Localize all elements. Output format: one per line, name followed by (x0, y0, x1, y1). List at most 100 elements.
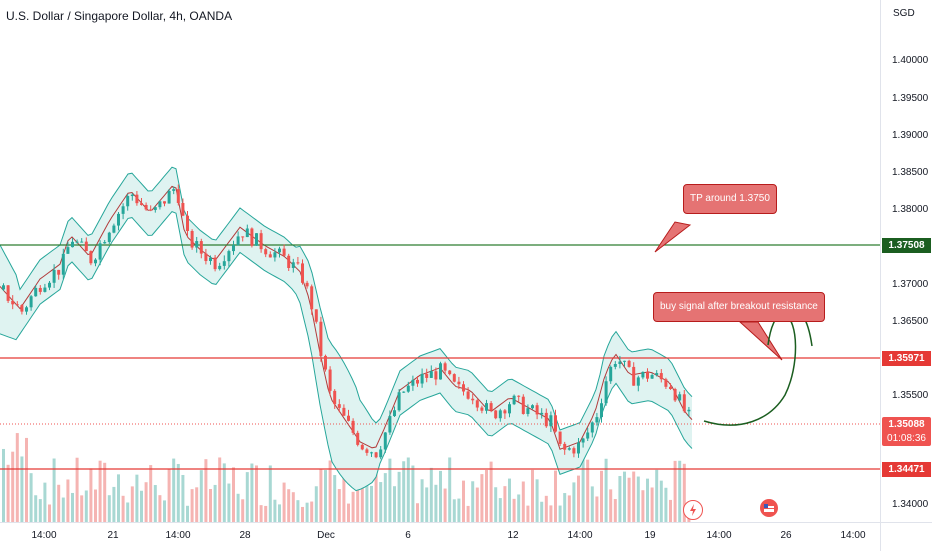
candle-body (2, 285, 5, 290)
candle-body (264, 249, 268, 255)
currency-label: SGD (893, 8, 915, 19)
volume-bar (641, 490, 645, 522)
volume-bar (646, 478, 649, 522)
volume-bar (213, 484, 217, 522)
candle-body (29, 296, 33, 308)
candle-body (66, 247, 70, 254)
candle-body (659, 373, 663, 380)
chart-canvas[interactable] (0, 0, 880, 522)
volume-bar (245, 472, 249, 522)
candle-body (255, 233, 258, 246)
economic-event-flag-icon[interactable] (760, 499, 778, 517)
volume-bar (613, 499, 617, 522)
volume-bar (521, 481, 525, 522)
volume-bar (650, 487, 654, 522)
volume-bar (462, 480, 465, 522)
candle-body (250, 228, 254, 246)
volume-bar (370, 485, 373, 522)
candle-body (498, 410, 502, 419)
buy-signal-annotation[interactable]: buy signal after breakout resistance (653, 292, 825, 322)
candle-body (287, 255, 291, 268)
candle-body (577, 442, 580, 454)
volume-bar (333, 475, 337, 522)
candle-body (144, 204, 148, 210)
candle-body (503, 410, 507, 414)
candle-body (232, 245, 235, 252)
candle-body (374, 452, 378, 458)
chart-area[interactable] (0, 0, 880, 522)
volume-bar (163, 500, 166, 522)
volume-bar (296, 500, 300, 522)
candle-body (94, 259, 97, 264)
candle-body (61, 253, 65, 275)
volume-bar (241, 499, 245, 522)
volume-bar (130, 486, 134, 522)
volume-bar (480, 474, 484, 522)
candle-body (604, 381, 608, 404)
candle-body (282, 248, 286, 256)
volume-bar (268, 465, 272, 522)
lightning-flag-icon[interactable] (683, 500, 703, 520)
candle-body (641, 371, 645, 378)
volume-bar (558, 505, 562, 522)
volume-bar (659, 480, 663, 522)
candle-body (613, 363, 617, 367)
candle-body (567, 448, 571, 450)
time-axis[interactable] (0, 522, 880, 551)
volume-bar (365, 461, 369, 522)
volume-bar (222, 463, 226, 522)
candle-body (172, 189, 176, 191)
bollinger-bands (0, 166, 693, 492)
candle-body (595, 417, 599, 423)
volume-bar (342, 462, 346, 522)
candle-body (586, 432, 590, 439)
candle-body (416, 379, 419, 384)
candle-body (678, 394, 682, 401)
candle-body (319, 321, 323, 356)
volume-bar (623, 471, 626, 522)
candle-body (480, 407, 484, 411)
volume-bar (337, 489, 341, 522)
price-tick: 1.35500 (892, 390, 929, 401)
time-tick: 28 (239, 530, 251, 541)
volume-bar (6, 464, 10, 522)
volume-bar (153, 485, 157, 522)
candle-body (333, 390, 337, 405)
candle-body (632, 366, 636, 386)
volume-bar (94, 489, 97, 522)
volume-bar (388, 458, 392, 522)
candle-body (135, 194, 139, 204)
volume-bar (126, 502, 130, 522)
volume-bars (2, 433, 691, 522)
volume-bar (232, 467, 235, 522)
tp-annotation[interactable]: TP around 1.3750 (683, 184, 777, 214)
candle-body (471, 398, 475, 401)
candle-body (439, 363, 442, 380)
volume-bar (393, 486, 396, 522)
candle-body (544, 412, 548, 427)
candle-body (682, 394, 686, 412)
volume-bar (489, 461, 493, 522)
price-tick: 1.39500 (892, 93, 929, 104)
volume-bar (544, 495, 548, 522)
volume-bar (324, 470, 327, 522)
volume-bar (135, 474, 139, 522)
candle-body (485, 403, 488, 411)
candle-body (199, 241, 203, 254)
volume-bar (140, 490, 143, 522)
candle-body (126, 196, 130, 207)
volume-bar (195, 487, 199, 522)
candle-body (687, 409, 691, 412)
candle-body (558, 431, 562, 444)
candle-body (623, 360, 626, 362)
candle-body (291, 262, 295, 268)
volume-bar (429, 467, 433, 522)
volume-bar (636, 476, 640, 522)
volume-bar (356, 476, 360, 522)
volume-bar (328, 460, 332, 522)
candle-body (213, 257, 217, 270)
volume-bar (627, 477, 631, 522)
volume-bar (2, 448, 5, 522)
symbol-legend[interactable]: U.S. Dollar / Singapore Dollar, 4h, OAND… (6, 9, 233, 23)
volume-bar (425, 487, 429, 522)
